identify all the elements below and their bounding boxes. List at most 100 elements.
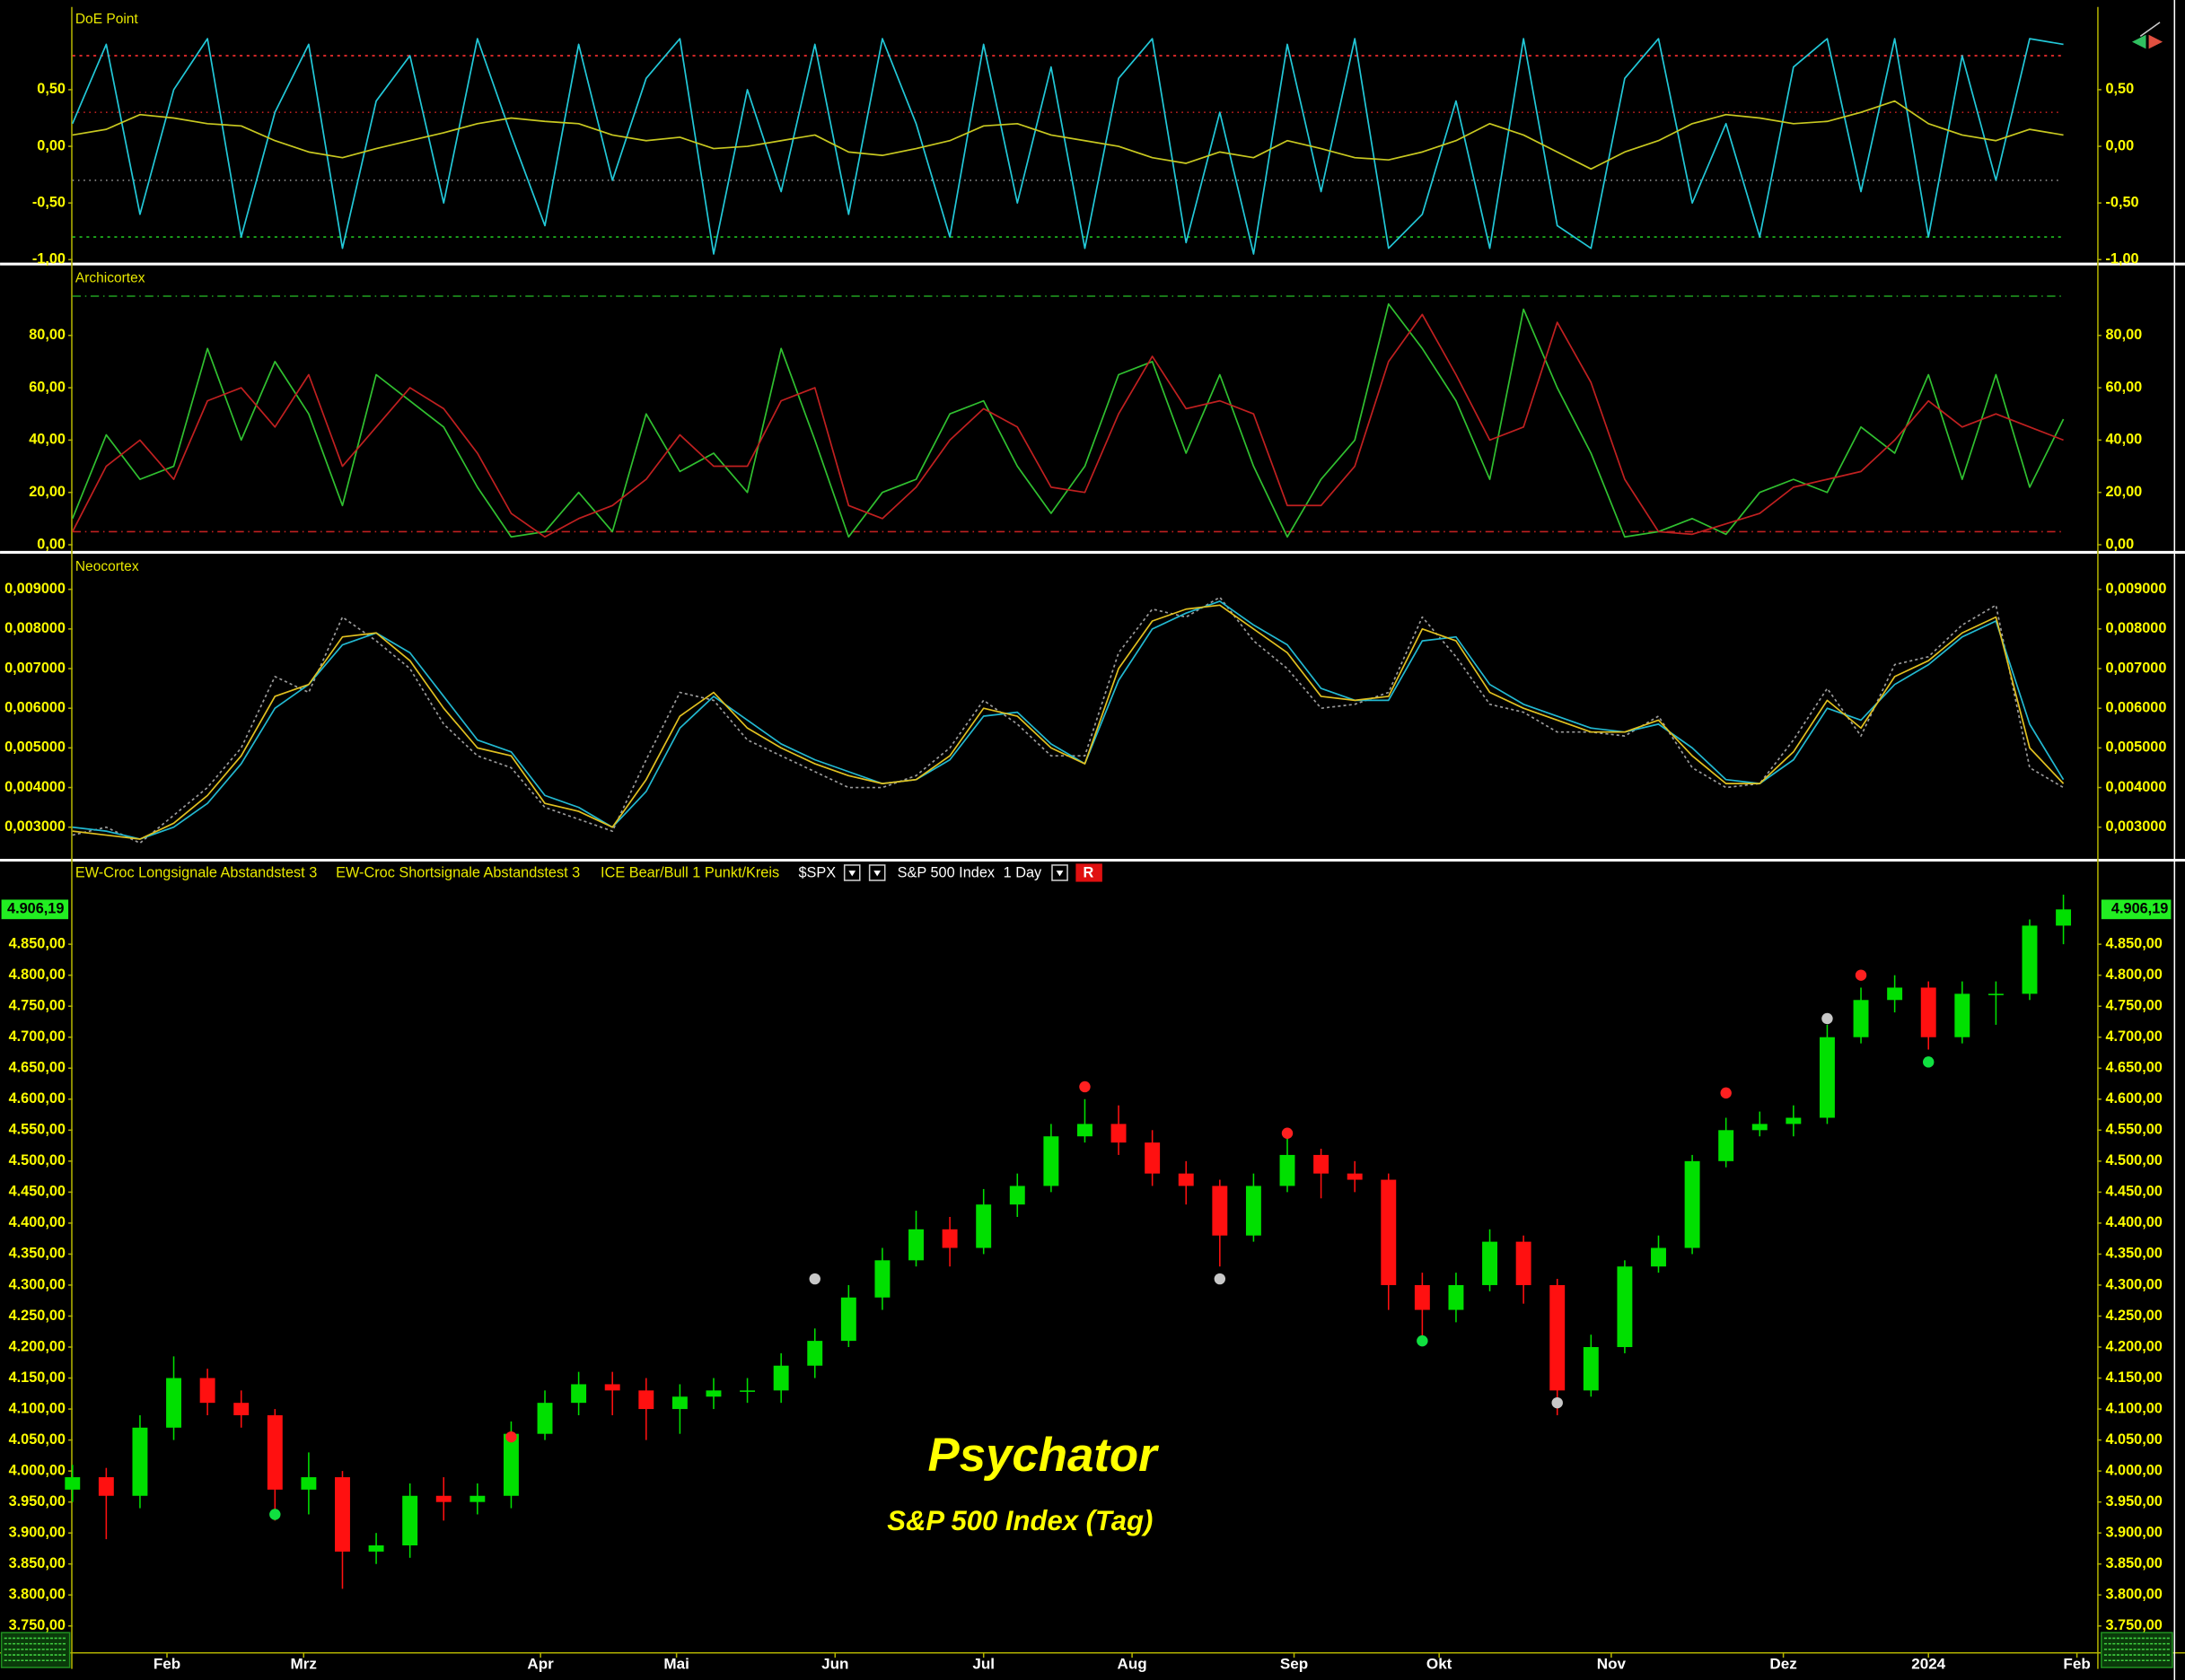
status-box	[2101, 1632, 2173, 1668]
y-tick-label: 4.750,00	[9, 997, 66, 1013]
candle-body	[840, 1297, 856, 1342]
signal-dot	[1821, 1012, 1833, 1025]
candle-body	[435, 1495, 452, 1502]
y-tick-label: 0,006000	[2105, 699, 2166, 715]
y-tick-label: 4.400,00	[2105, 1214, 2162, 1230]
y-tick-label: 4.650,00	[9, 1060, 66, 1076]
x-tick-label: Sep	[1280, 1655, 1308, 1672]
chart-subtitle: S&P 500 Index (Tag)	[887, 1505, 1153, 1536]
y-tick-label: 0,004000	[2105, 779, 2166, 795]
candle-body	[1009, 1186, 1025, 1205]
style-dropdown[interactable]	[868, 864, 886, 881]
y-tick-label: 3.950,00	[2105, 1493, 2162, 1509]
y-tick-label: 4.700,00	[2105, 1028, 2162, 1045]
candle-body	[98, 1477, 114, 1496]
y-tick-label: -1,00	[2105, 251, 2138, 267]
y-tick-label: 60,00	[29, 379, 66, 395]
dropdown-arrow	[1056, 871, 1064, 877]
arrow-icon	[2148, 34, 2163, 49]
instrument: S&P 500 Index	[898, 865, 995, 881]
last-value-box	[2101, 899, 2172, 920]
candle-body	[706, 1390, 722, 1397]
y-tick-label: 4.850,00	[2105, 935, 2162, 951]
y-tick-label: 4.450,00	[2105, 1184, 2162, 1200]
y-tick-label: 0,003000	[4, 818, 66, 835]
y-tick-label: 0,00	[2105, 536, 2134, 552]
candle-body	[1617, 1266, 1633, 1348]
candle-body	[2056, 909, 2072, 926]
candle-body	[368, 1545, 384, 1552]
candle-body	[908, 1229, 924, 1261]
interval-dropdown[interactable]	[1051, 864, 1068, 881]
x-tick-label: Dez	[1769, 1655, 1796, 1672]
y-tick-label: -0,50	[2105, 194, 2138, 210]
y-tick-label: 0,008000	[4, 620, 66, 636]
y-tick-label: 4.050,00	[2105, 1431, 2162, 1448]
corner-icon[interactable]	[2131, 22, 2163, 49]
indicator-line	[72, 313, 2064, 538]
x-tick-label: Mai	[663, 1655, 689, 1672]
y-tick-label: 4.100,00	[9, 1400, 66, 1416]
legend-entry: EW-Croc Shortsignale Abstandstest 3	[336, 865, 580, 881]
candle-body	[469, 1495, 486, 1502]
icon-stroke	[2139, 22, 2161, 37]
y-tick-label: 3.800,00	[9, 1587, 66, 1603]
x-tick-label: Nov	[1597, 1655, 1627, 1672]
candle-body	[1819, 1037, 1835, 1118]
candle-body	[65, 1477, 81, 1490]
y-tick-label: 0,005000	[4, 739, 66, 756]
candle-body	[199, 1378, 215, 1404]
signal-dot	[1417, 1334, 1428, 1347]
x-tick-label: 2024	[1911, 1655, 1945, 1672]
signal-dot	[1551, 1396, 1563, 1409]
candle-body	[976, 1204, 992, 1248]
indicator-line	[72, 600, 2065, 840]
y-tick-label: 3.750,00	[2105, 1617, 2162, 1633]
y-tick-label: 4.750,00	[2105, 997, 2162, 1013]
y-tick-label: 4.300,00	[2105, 1276, 2162, 1292]
y-tick-label: 4.550,00	[9, 1122, 66, 1138]
x-tick-label: Feb	[154, 1655, 180, 1672]
y-tick-label: 4.200,00	[2105, 1338, 2162, 1354]
badge-box	[1075, 863, 1102, 882]
candle-body	[537, 1403, 553, 1434]
candle-body	[1853, 1000, 1869, 1037]
y-tick-label: 4.800,00	[9, 967, 66, 983]
last-value-label: 4.906,19	[2111, 901, 2168, 917]
candle-body	[503, 1433, 519, 1496]
y-tick-label: -0,50	[32, 194, 66, 210]
y-tick-label: 4.350,00	[2105, 1246, 2162, 1262]
y-tick-label: 40,00	[29, 432, 66, 448]
candle-body	[1145, 1142, 1161, 1174]
y-tick-label: 3.900,00	[9, 1524, 66, 1540]
candle-body	[1414, 1284, 1430, 1310]
candle-body	[1110, 1124, 1127, 1143]
y-tick-label: 4.650,00	[2105, 1060, 2162, 1076]
y-tick-label: 80,00	[29, 327, 66, 343]
candle-body	[166, 1378, 181, 1428]
panel-title: Neocortex	[75, 559, 139, 574]
x-tick-label: Mrz	[291, 1655, 317, 1672]
interval: 1 Day	[1004, 865, 1042, 881]
x-tick-label: Okt	[1426, 1655, 1452, 1672]
legend-entry: EW-Croc Longsignale Abstandstest 3	[75, 865, 317, 881]
candle-body	[571, 1384, 587, 1404]
x-tick-label: Aug	[1118, 1655, 1147, 1672]
candle-body	[1786, 1117, 1802, 1124]
candle-body	[773, 1365, 789, 1391]
y-tick-label: 0,00	[2105, 137, 2134, 153]
candle-body	[402, 1495, 418, 1546]
candle-body	[1684, 1160, 1700, 1248]
candle-body	[1077, 1124, 1092, 1137]
candle-body	[1651, 1247, 1666, 1267]
symbol-dropdown[interactable]	[843, 864, 861, 881]
candle-body	[1347, 1173, 1363, 1180]
y-tick-label: 3.850,00	[2105, 1555, 2162, 1571]
y-tick-label: 4.500,00	[2105, 1152, 2162, 1168]
candle-body	[1178, 1173, 1194, 1186]
x-tick-label: Apr	[527, 1655, 554, 1672]
signal-dot	[809, 1273, 820, 1285]
candle-body	[233, 1403, 250, 1415]
